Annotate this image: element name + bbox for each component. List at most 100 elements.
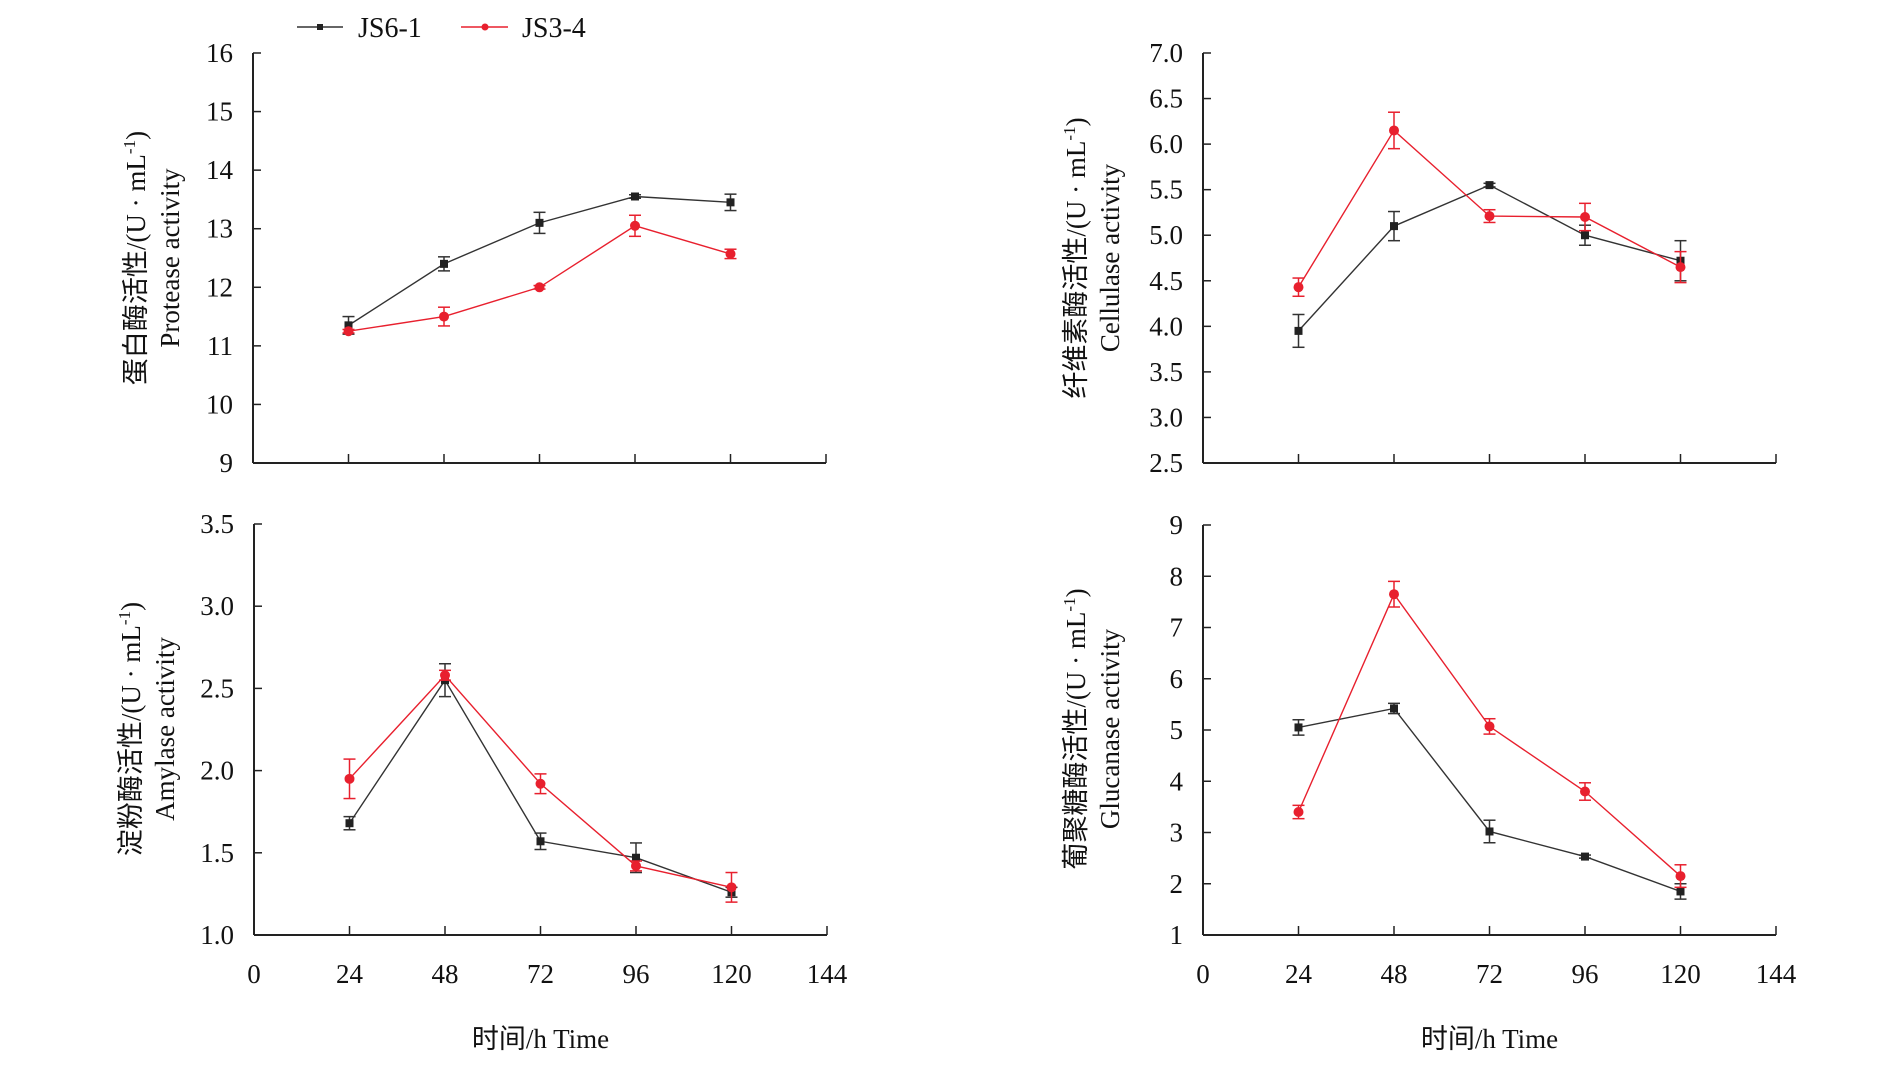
legend-marker-circle-icon bbox=[481, 23, 489, 31]
legend-label-js3-4: JS3-4 bbox=[522, 13, 586, 44]
y-tick-label: 4.0 bbox=[1149, 311, 1183, 341]
data-point-square bbox=[1676, 887, 1685, 896]
series-line bbox=[348, 225, 731, 332]
y-axis-title-cn: 葡聚糖酶活性/(U · mL-1) bbox=[1060, 588, 1091, 869]
y-axis-title-cn-text: 淀粉酶活性/(U · mL bbox=[116, 625, 146, 856]
data-point-square bbox=[344, 321, 353, 330]
y-tick-label: 11 bbox=[207, 331, 233, 361]
x-axis-title: 时间/h Time bbox=[1421, 1024, 1558, 1054]
y-tick-label: 7 bbox=[1170, 613, 1184, 643]
y-tick-label: 1.5 bbox=[200, 838, 234, 868]
series-js6-1 bbox=[342, 192, 737, 335]
y-axis-title-superscript: -1 bbox=[1060, 597, 1079, 611]
y-tick-label: 1.0 bbox=[200, 920, 234, 950]
legend-marker-square-icon bbox=[317, 24, 323, 30]
data-point-circle bbox=[725, 248, 736, 259]
y-axis-title-cn: 蛋白酶活性/(U · mL-1) bbox=[120, 131, 151, 385]
y-axis-title: 葡聚糖酶活性/(U · mL-1)Glucanase activity bbox=[1060, 588, 1125, 869]
x-tick-label: 120 bbox=[1660, 959, 1701, 989]
y-axis-title-cn: 纤维素酶活性/(U · mL-1) bbox=[1060, 117, 1091, 398]
data-point-circle bbox=[344, 773, 355, 784]
y-tick-label: 7.0 bbox=[1149, 38, 1183, 68]
x-tick-label: 24 bbox=[1285, 959, 1313, 989]
y-axis-title-superscript: -1 bbox=[1060, 126, 1079, 140]
y-tick-label: 6.0 bbox=[1149, 129, 1183, 159]
data-point-square bbox=[631, 192, 639, 201]
legend-label-js6-1: JS6-1 bbox=[358, 13, 422, 44]
y-axis-title: 纤维素酶活性/(U · mL-1)Cellulase activity bbox=[1060, 117, 1125, 398]
series-js3-4 bbox=[342, 214, 737, 337]
y-tick-label: 2.5 bbox=[1149, 448, 1183, 478]
data-point-square bbox=[440, 259, 448, 268]
x-tick-label: 144 bbox=[807, 959, 848, 989]
y-axis-title-cn-text: 蛋白酶活性/(U · mL bbox=[121, 154, 151, 385]
data-point-square bbox=[726, 198, 735, 207]
chart-panel-cellulase: 2.5 3.0 3.5 4.0 4.5 5.0 5.5 6.0 6.5 7.0 纤维素酶活性/(U … bbox=[1060, 38, 1777, 478]
data-point-circle bbox=[1293, 282, 1304, 293]
x-tick-label: 0 bbox=[247, 959, 261, 989]
y-axis-title-superscript: -1 bbox=[120, 140, 139, 154]
data-point-square bbox=[1390, 704, 1398, 713]
x-tick-label: 144 bbox=[1756, 959, 1797, 989]
y-tick-label: 2.5 bbox=[200, 673, 234, 703]
x-tick-label: 48 bbox=[432, 959, 459, 989]
data-point-square bbox=[1294, 326, 1303, 335]
y-axis-title-cn-text: 葡聚糖酶活性/(U · mL bbox=[1061, 612, 1091, 870]
series-line bbox=[1298, 707, 1681, 893]
y-axis-title-paren: ) bbox=[116, 602, 146, 611]
y-tick-label: 4.5 bbox=[1149, 266, 1183, 296]
data-point-square bbox=[632, 853, 640, 862]
y-tick-label: 5.0 bbox=[1149, 220, 1183, 250]
series-js3-4 bbox=[1292, 111, 1687, 298]
y-tick-label: 9 bbox=[1170, 510, 1184, 540]
y-tick-label: 8 bbox=[1170, 561, 1184, 591]
y-axis-title-en: Cellulase activity bbox=[1095, 163, 1125, 352]
y-axis-title-paren: ) bbox=[1061, 117, 1091, 126]
y-tick-label: 14 bbox=[206, 155, 234, 185]
y-tick-label: 16 bbox=[206, 38, 233, 68]
y-axis-title: 蛋白酶活性/(U · mL-1)Protease activity bbox=[120, 131, 185, 385]
x-axis-title: 时间/h Time bbox=[472, 1024, 609, 1054]
series-js6-1 bbox=[1292, 181, 1687, 349]
x-tick-label: 120 bbox=[711, 959, 752, 989]
series-line bbox=[1297, 184, 1681, 332]
y-axis-title-cn: 淀粉酶活性/(U · mL-1) bbox=[115, 602, 146, 856]
data-point-circle bbox=[439, 311, 449, 322]
data-point-square bbox=[1581, 231, 1589, 240]
data-point-circle bbox=[1293, 807, 1304, 817]
y-axis-title-cn-text: 纤维素酶活性/(U · mL bbox=[1061, 141, 1091, 399]
data-point-circle bbox=[631, 860, 641, 871]
y-axis-title-superscript: -1 bbox=[115, 611, 134, 625]
x-tick-label: 72 bbox=[1476, 959, 1503, 989]
y-tick-label: 2.0 bbox=[200, 756, 234, 786]
y-tick-label: 3.0 bbox=[1149, 402, 1183, 432]
data-point-circle bbox=[630, 220, 640, 231]
legend-item-js6-1: JS6-1 bbox=[297, 13, 422, 44]
y-tick-label: 3 bbox=[1170, 818, 1184, 848]
y-tick-label: 10 bbox=[206, 389, 233, 419]
data-point-square bbox=[345, 819, 354, 828]
series-js3-4 bbox=[343, 669, 738, 903]
data-point-circle bbox=[535, 778, 546, 789]
data-point-circle bbox=[1580, 212, 1590, 222]
y-tick-label: 1 bbox=[1170, 920, 1184, 950]
data-point-circle bbox=[1484, 721, 1495, 732]
y-tick-label: 5 bbox=[1170, 715, 1184, 745]
y-tick-label: 3.5 bbox=[1149, 357, 1183, 387]
data-point-square bbox=[536, 837, 545, 846]
y-axis-title-en: Amylase activity bbox=[150, 637, 180, 821]
x-tick-label: 24 bbox=[336, 959, 364, 989]
data-point-square bbox=[1581, 852, 1589, 861]
x-tick-label: 48 bbox=[1381, 959, 1408, 989]
y-axis-title-paren: ) bbox=[121, 131, 151, 140]
y-axis-title-paren: ) bbox=[1061, 588, 1091, 597]
y-axis-title-en: Protease activity bbox=[155, 168, 185, 348]
y-tick-label: 12 bbox=[206, 272, 233, 302]
y-tick-label: 9 bbox=[220, 448, 234, 478]
y-tick-label: 6.5 bbox=[1149, 84, 1183, 114]
y-tick-label: 13 bbox=[206, 214, 233, 244]
y-tick-label: 3.5 bbox=[200, 509, 234, 539]
data-point-square bbox=[1294, 723, 1303, 732]
